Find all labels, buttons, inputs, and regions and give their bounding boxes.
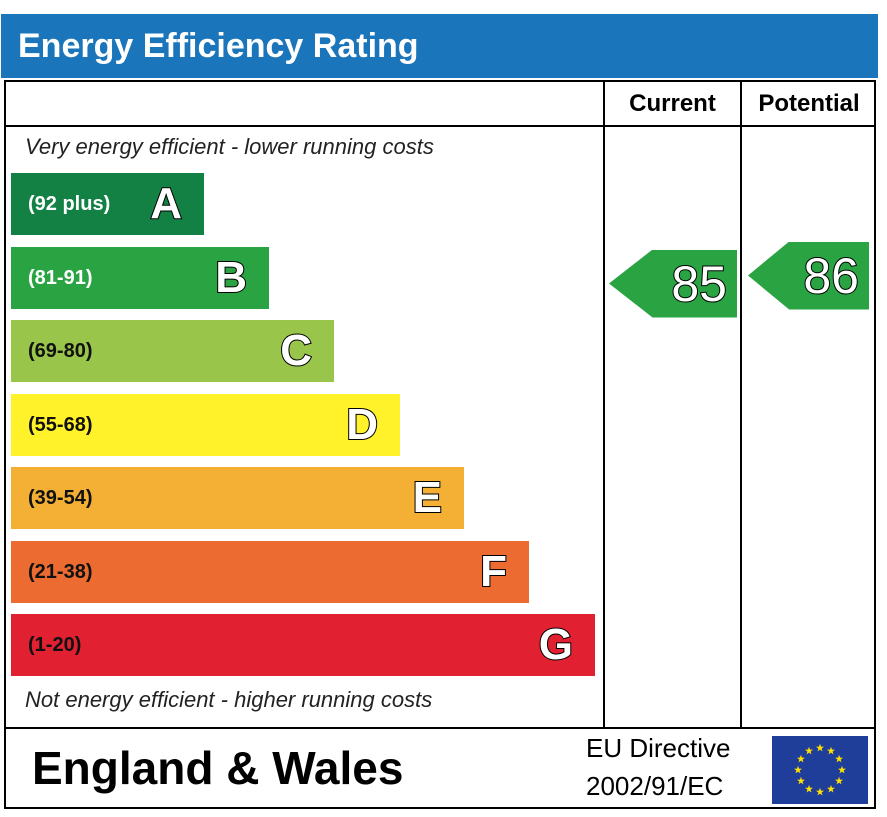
bottom-note: Not energy efficient - higher running co…	[25, 687, 433, 712]
eu-flag-icon	[772, 736, 868, 804]
region-label: England & Wales	[32, 742, 404, 794]
band-range-label: (1-20)	[28, 634, 82, 656]
eu-star-icon	[835, 754, 844, 763]
current-rating-arrow: 85	[609, 249, 737, 318]
potential-rating-value: 86	[802, 247, 860, 305]
header-bar: Energy Efficiency Rating	[1, 14, 878, 78]
band-range-label: (55-68)	[28, 413, 93, 436]
band-b: (81-91) B	[11, 246, 269, 309]
eu-star-icon	[794, 765, 802, 774]
rating-frame	[4, 80, 876, 809]
band-range-label: (69-80)	[28, 340, 93, 362]
band-range-label: (92 plus)	[28, 193, 111, 215]
eu-star-icon	[816, 787, 824, 796]
eu-star-icon	[796, 754, 805, 763]
eu-star-icon	[805, 746, 813, 755]
eu-star-icon	[816, 743, 824, 752]
eu-star-icon	[796, 776, 805, 785]
eu-star-icon	[805, 784, 813, 793]
page-title: Energy Efficiency Rating	[18, 27, 419, 65]
band-c: (69-80) C	[11, 320, 334, 382]
band-d: (55-68) D	[11, 393, 400, 456]
eu-star-icon	[827, 746, 835, 755]
footer-divider	[4, 727, 876, 729]
band-letter: B	[214, 252, 248, 303]
band-range-label: (21-38)	[28, 560, 93, 583]
band-letter: G	[538, 619, 574, 670]
current-column-header: Current	[629, 90, 716, 117]
band-letter: A	[149, 178, 183, 229]
eu-star-icon	[827, 784, 835, 793]
band-f: (21-38) F	[11, 540, 529, 603]
band-letter: F	[479, 546, 508, 597]
band-letter: D	[345, 399, 379, 450]
band-range-label: (81-91)	[28, 266, 93, 289]
band-letter: C	[279, 325, 313, 376]
column-divider-right	[740, 80, 742, 729]
eu-star-icon	[835, 776, 844, 785]
band-e: (39-54) E	[11, 467, 464, 529]
potential-column-header: Potential	[758, 90, 860, 117]
eu-star-icon	[838, 765, 846, 774]
eu-directive-label: EU Directive	[586, 733, 731, 763]
band-range-label: (39-54)	[28, 487, 93, 509]
band-g: (1-20) G	[11, 614, 595, 676]
current-rating-value: 85	[670, 255, 728, 313]
column-divider-left	[603, 80, 605, 729]
band-letter: E	[412, 472, 443, 523]
band-a: (92 plus) A	[11, 173, 204, 235]
header-row-divider	[4, 125, 876, 127]
eu-directive-number: 2002/91/EC	[586, 771, 724, 801]
top-note: Very energy efficient - lower running co…	[25, 134, 434, 159]
